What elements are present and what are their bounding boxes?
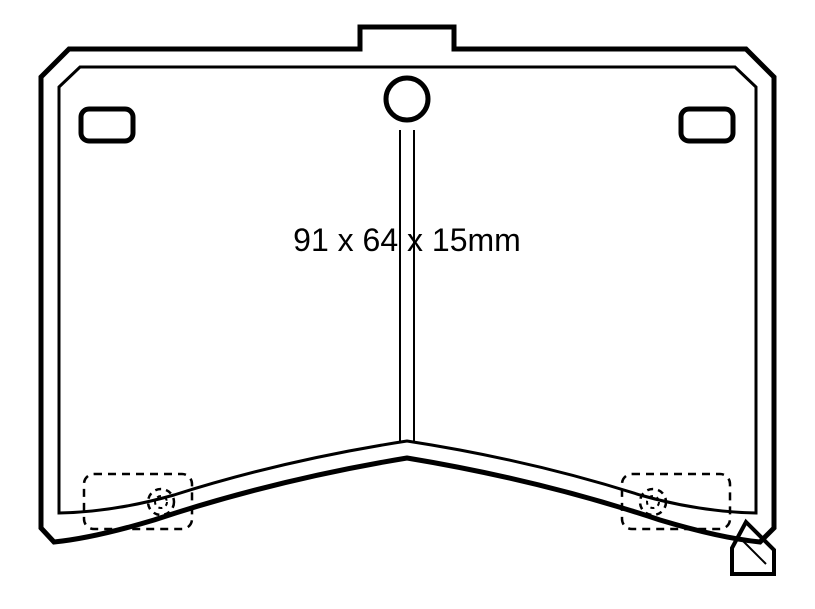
dimensions-label: 91 x 64 x 15mm — [257, 222, 557, 259]
brake-pad-diagram — [0, 0, 815, 609]
bottom-right-clip — [622, 474, 730, 529]
inner-pad-outline — [59, 67, 756, 513]
wear-indicator-tab — [732, 522, 774, 574]
bottom-left-clip — [84, 474, 192, 529]
outer-plate-outline — [41, 27, 774, 542]
center-hole — [386, 78, 428, 120]
left-slot — [81, 109, 133, 141]
right-slot — [681, 109, 733, 141]
